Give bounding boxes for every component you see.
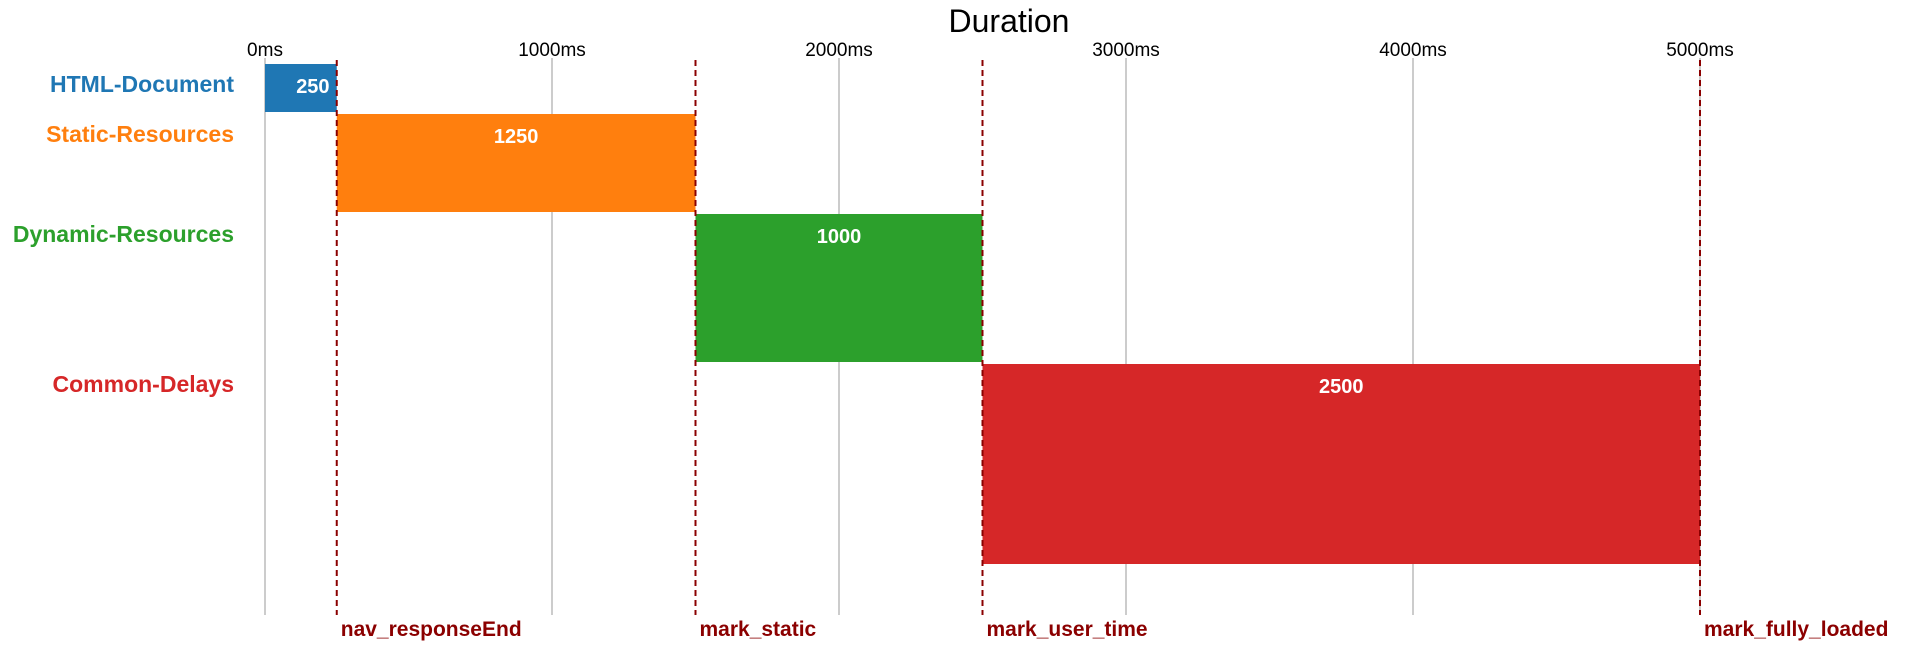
row-label-html-document: HTML-Document [50, 71, 234, 97]
bar-static-resources [336, 114, 696, 212]
chart-title: Duration [949, 3, 1070, 39]
row-label-static-resources: Static-Resources [46, 121, 234, 147]
bar-common-delays [982, 364, 1700, 564]
x-tick-label: 5000ms [1666, 40, 1734, 61]
mark-layer [335, 60, 1701, 615]
row-label-dynamic-resources: Dynamic-Resources [13, 221, 234, 247]
bar-value-label: 250 [296, 76, 329, 98]
x-tick-label: 3000ms [1092, 40, 1160, 61]
x-tick-label: 2000ms [805, 40, 873, 61]
x-tick-label: 0ms [247, 40, 283, 61]
bar-value-label: 1250 [494, 126, 539, 148]
bar-html-document [265, 64, 337, 112]
bar-layer [265, 64, 1700, 564]
x-tick-label: 4000ms [1379, 40, 1447, 61]
x-tick-label: 1000ms [518, 40, 586, 61]
label-layer: 0ms 1000ms 2000ms 3000ms 4000ms 5000ms HTML-Do… [13, 40, 1889, 641]
bar-dynamic-resources [695, 214, 983, 362]
mark-label-mark_fully_loaded: mark_fully_loaded [1704, 618, 1888, 641]
bar-value-label: 1000 [817, 226, 862, 248]
mark-label-nav_responseEnd: nav_responseEnd [341, 618, 522, 641]
mark-label-mark_static: mark_static [700, 618, 817, 641]
row-label-common-delays: Common-Delays [53, 371, 234, 397]
mark-label-mark_user_time: mark_user_time [987, 618, 1148, 641]
bar-value-label: 2500 [1319, 376, 1364, 398]
